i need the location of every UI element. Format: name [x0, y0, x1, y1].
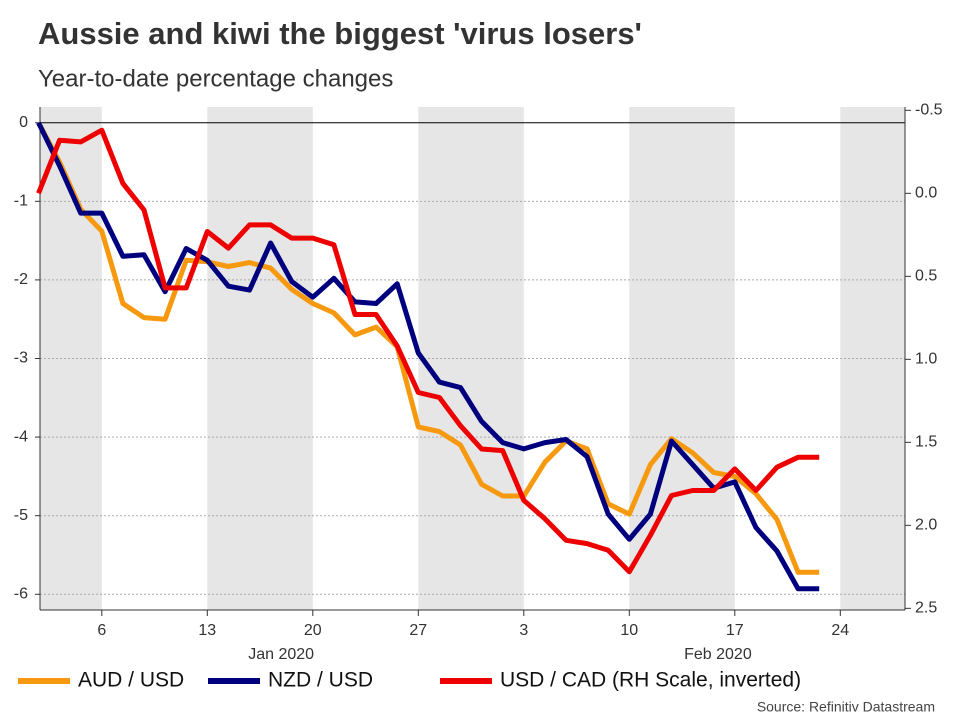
series-line	[36, 127, 820, 575]
y-tick-label: -2	[14, 271, 28, 288]
y-tick-label: -4	[14, 428, 28, 445]
x-tick-label: 6	[97, 622, 106, 639]
y2-tick-label: 0.0	[915, 185, 937, 202]
y-tick-label: -5	[14, 507, 28, 524]
legend-label: USD / CAD (RH Scale, inverted)	[500, 669, 801, 692]
x-tick-label: 10	[620, 622, 638, 639]
y2-tick-label: 2.5	[915, 600, 937, 617]
y2-tick-label: -0.5	[915, 102, 943, 119]
x-tick-label: 17	[726, 622, 744, 639]
y-tick-label: 0	[19, 114, 28, 131]
y-tick-label: -6	[14, 586, 28, 603]
legend-label: AUD / USD	[78, 669, 184, 692]
series-line	[36, 121, 820, 592]
x-tick-label: 13	[198, 622, 216, 639]
week-band	[418, 107, 524, 610]
chart-title: Aussie and kiwi the biggest 'virus loser…	[38, 16, 642, 51]
x-tick-label: 3	[519, 622, 528, 639]
chart-subtitle: Year-to-date percentage changes	[38, 65, 393, 92]
y2-tick-label: 1.0	[915, 351, 937, 368]
legend-label: NZD / USD	[268, 669, 373, 692]
x-tick-label: 24	[831, 622, 849, 639]
y-tick-label: -1	[14, 193, 28, 210]
y2-tick-label: 2.0	[915, 517, 937, 534]
source-note: Source: Refinitiv Datastream	[757, 699, 935, 715]
x-tick-label: 20	[304, 622, 322, 639]
month-label: Feb 2020	[684, 646, 752, 663]
y2-tick-label: 0.5	[915, 268, 937, 285]
y2-tick-label: 1.5	[915, 434, 937, 451]
x-tick-label: 27	[409, 622, 427, 639]
month-label: Jan 2020	[248, 646, 314, 663]
series-line	[36, 121, 820, 575]
y-tick-label: -3	[14, 350, 28, 367]
